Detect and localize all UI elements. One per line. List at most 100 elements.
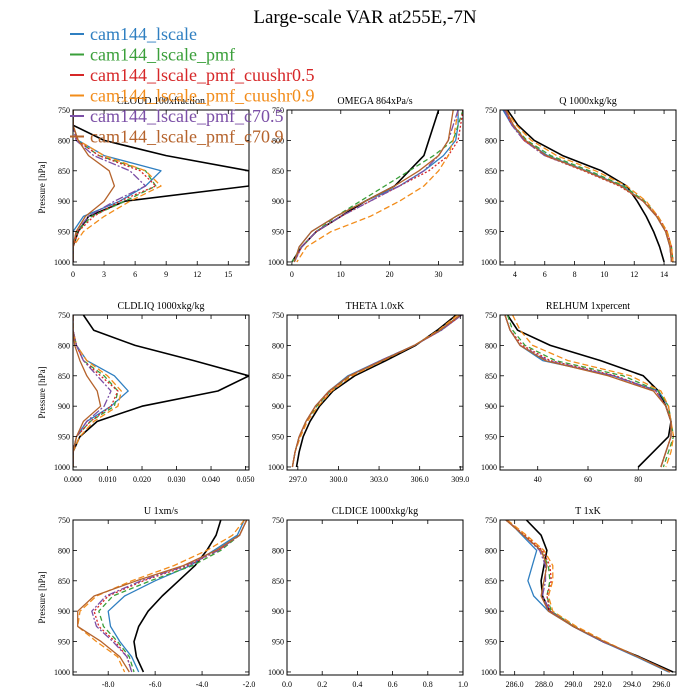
series-line-cam144-lscale-pmf-cuushr0-9 xyxy=(296,110,459,263)
series-line-cam144-lscale-pmf-c70-9 xyxy=(505,110,673,263)
y-tick-label: 900 xyxy=(485,197,497,206)
y-tick-label: 750 xyxy=(485,106,497,115)
series-line-cam144-lscale-pmf-cuushr0-9 xyxy=(73,110,162,262)
series-line-cam144-lscale-pmf-cuushr0-9 xyxy=(512,315,675,468)
y-tick-label: 750 xyxy=(272,516,284,525)
legend-item-cam144-lscale: cam144_lscale xyxy=(70,24,197,44)
panel-q: Q 1000xkg/kg 750 800 850 900 950 1000 4 6 8 10 12 14 xyxy=(481,96,677,279)
panel-omega: OMEGA 864xPa/s 750 800 850 900 950 1000 0 10 20 30 xyxy=(268,96,464,279)
y-tick-label: 950 xyxy=(272,228,284,237)
x-tick-label: 9 xyxy=(164,270,168,279)
series-line-cam144-lscale-pmf-c70-9 xyxy=(291,315,461,468)
x-tick-label: 296.0 xyxy=(652,680,670,689)
panel-title: U 1xm/s xyxy=(144,506,178,517)
y-tick-label: 900 xyxy=(272,402,284,411)
series-line-cam144-lscale-pmf xyxy=(291,110,463,263)
series-line-cam144-lscale xyxy=(73,315,129,467)
panel-title: CLDLIQ 1000xkg/kg xyxy=(118,301,205,312)
y-tick-label: 850 xyxy=(58,372,70,381)
figure-title: Large-scale VAR at255E,-7N xyxy=(253,7,476,28)
series-line-cam144-lscale-pmf xyxy=(506,315,675,468)
y-tick-label: 750 xyxy=(485,311,497,320)
series-line-cam144-lscale-pmf-cuushr0-5 xyxy=(73,110,157,262)
series-line-cam144-lscale-pmf-c70-5 xyxy=(73,110,147,262)
y-tick-label: 900 xyxy=(58,402,70,411)
x-tick-label: 0 xyxy=(71,270,75,279)
series-line-cam144-lscale-pmf-cuushr0-9 xyxy=(73,315,122,467)
series-line-cam144-lscale-pmf-cuushr0-9 xyxy=(291,315,459,468)
legend-label: cam144_lscale_pmf_c70.9 xyxy=(90,127,283,147)
series-line-cam144-lscale-pmf xyxy=(98,520,248,673)
y-tick-label: 950 xyxy=(485,228,497,237)
panel-title: CLDICE 1000xkg/kg xyxy=(332,506,418,517)
y-tick-label: 800 xyxy=(58,136,70,145)
series-line-cam144-lscale-pmf-c70-9 xyxy=(504,315,672,468)
x-tick-label: 12 xyxy=(630,270,638,279)
y-tick-label: 800 xyxy=(272,341,284,350)
x-tick-label: 1.0 xyxy=(458,680,468,689)
series-line-observed xyxy=(133,520,222,673)
series-line-cam144-lscale-pmf-c70-5 xyxy=(91,520,248,673)
x-tick-label: 0.030 xyxy=(168,475,186,484)
y-tick-label: 900 xyxy=(485,607,497,616)
panel-frame xyxy=(72,109,250,266)
series-line-observed xyxy=(525,520,674,673)
y-tick-label: 900 xyxy=(58,197,70,206)
x-tick-label: 4 xyxy=(513,270,517,279)
x-tick-label: 0.6 xyxy=(388,680,398,689)
legend-label: cam144_lscale_pmf_cuushr0.5 xyxy=(90,65,314,85)
y-tick-label: 950 xyxy=(485,638,497,647)
y-tick-label: 1000 xyxy=(481,258,497,267)
legend-item-cam144-lscale-pmf: cam144_lscale_pmf xyxy=(70,45,235,65)
series-line-cam144-lscale-pmf-cuushr0-9 xyxy=(505,110,674,263)
y-tick-label: 950 xyxy=(58,228,70,237)
x-tick-label: 15 xyxy=(224,270,232,279)
panel-cldliq: CLDLIQ 1000xkg/kg 750 800 850 900 950 1000 0.00… xyxy=(37,301,255,484)
x-tick-label: 80 xyxy=(634,475,642,484)
y-tick-label: 850 xyxy=(485,167,497,176)
series-line-observed xyxy=(291,110,440,263)
series-line-cam144-lscale xyxy=(107,520,245,673)
x-tick-label: 40 xyxy=(534,475,542,484)
series-line-cam144-lscale-pmf-cuushr0-5 xyxy=(504,315,672,468)
series-line-cam144-lscale-pmf-c70-9 xyxy=(73,315,102,467)
y-tick-label: 800 xyxy=(485,136,497,145)
x-tick-label: 306.0 xyxy=(411,475,429,484)
x-tick-label: 30 xyxy=(435,270,443,279)
panel-frame xyxy=(72,314,250,471)
panel-title: T 1xK xyxy=(575,506,601,517)
panel-title: OMEGA 864xPa/s xyxy=(337,96,412,107)
x-tick-label: 0 xyxy=(290,270,294,279)
x-tick-label: 290.0 xyxy=(564,680,582,689)
y-tick-label: 750 xyxy=(272,106,284,115)
panel-frame xyxy=(286,314,464,471)
y-tick-label: 1000 xyxy=(268,668,284,677)
series-line-observed xyxy=(506,110,665,263)
y-tick-label: 800 xyxy=(272,546,284,555)
y-tick-label: 950 xyxy=(485,433,497,442)
y-tick-label: 750 xyxy=(58,106,70,115)
x-tick-label: 286.0 xyxy=(506,680,524,689)
y-tick-label: 800 xyxy=(272,136,284,145)
legend-label: cam144_lscale_pmf_cuushr0.9 xyxy=(90,86,314,106)
y-tick-label: 850 xyxy=(58,167,70,176)
panel-t: T 1xK 750 800 850 900 950 1000 286.0 288.0 290.0 2… xyxy=(481,506,677,689)
y-tick-label: 1000 xyxy=(481,668,497,677)
x-tick-label: 0.2 xyxy=(317,680,327,689)
panel-frame xyxy=(286,109,464,266)
y-tick-label: 850 xyxy=(272,372,284,381)
x-tick-label: -4.0 xyxy=(196,680,209,689)
y-tick-label: 750 xyxy=(58,516,70,525)
series-line-cam144-lscale-pmf-c70-5 xyxy=(505,520,671,673)
y-tick-label: 800 xyxy=(58,341,70,350)
y-tick-label: 1000 xyxy=(54,668,70,677)
y-tick-label: 1000 xyxy=(54,463,70,472)
legend-label: cam144_lscale_pmf_c70.5 xyxy=(90,106,283,126)
series-line-cam144-lscale-pmf-cuushr0-5 xyxy=(503,110,674,263)
y-tick-label: 850 xyxy=(58,577,70,586)
x-tick-label: 0.050 xyxy=(237,475,255,484)
series-line-observed xyxy=(73,315,249,467)
y-tick-label: 1000 xyxy=(268,463,284,472)
x-tick-label: 6 xyxy=(133,270,137,279)
